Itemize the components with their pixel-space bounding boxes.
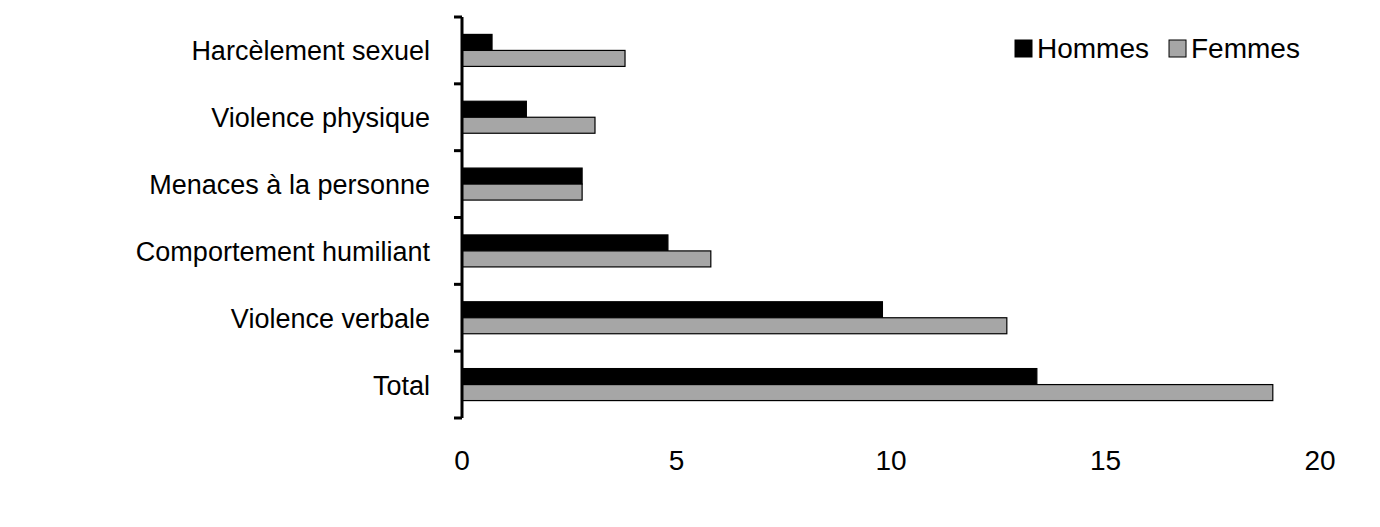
bar xyxy=(462,235,668,251)
chart-container: Harcèlement sexuel Violence physique Menac… xyxy=(0,0,1380,527)
y-axis-tick xyxy=(454,350,462,353)
y-axis-tick xyxy=(454,149,462,152)
x-tick-label: 5 xyxy=(669,445,685,476)
y-axis-tick xyxy=(454,16,462,19)
bar xyxy=(462,302,882,318)
bars xyxy=(462,34,1273,400)
bar xyxy=(462,385,1273,401)
legend-label: Hommes xyxy=(1037,33,1149,64)
legend: Hommes Femmes xyxy=(1015,33,1300,64)
category-label: Violence verbale xyxy=(231,304,430,334)
category-label: Violence physique xyxy=(211,103,430,133)
legend-label: Femmes xyxy=(1191,33,1300,64)
bar xyxy=(462,318,1007,334)
legend-swatch xyxy=(1015,40,1032,57)
x-tick-label: 10 xyxy=(875,445,906,476)
x-tick-label: 20 xyxy=(1304,445,1335,476)
bar xyxy=(462,251,711,267)
bar xyxy=(462,101,526,117)
y-axis-tick xyxy=(454,417,462,420)
legend-swatch xyxy=(1169,40,1186,57)
bar xyxy=(462,50,625,66)
category-label: Menaces à la personne xyxy=(149,170,430,200)
bar xyxy=(462,168,582,184)
category-label: Harcèlement sexuel xyxy=(191,36,430,66)
bar xyxy=(462,117,595,133)
x-tick-label: 0 xyxy=(454,445,470,476)
y-axis-tick xyxy=(454,283,462,286)
y-axis-tick xyxy=(454,216,462,219)
bar xyxy=(462,184,582,200)
bar xyxy=(462,369,1037,385)
x-tick-label: 15 xyxy=(1090,445,1121,476)
category-label: Comportement humiliant xyxy=(136,237,431,267)
category-label: Total xyxy=(373,371,430,401)
bar xyxy=(462,34,492,50)
y-axis-tick xyxy=(454,82,462,85)
chart-svg: Harcèlement sexuel Violence physique Menac… xyxy=(0,0,1380,527)
